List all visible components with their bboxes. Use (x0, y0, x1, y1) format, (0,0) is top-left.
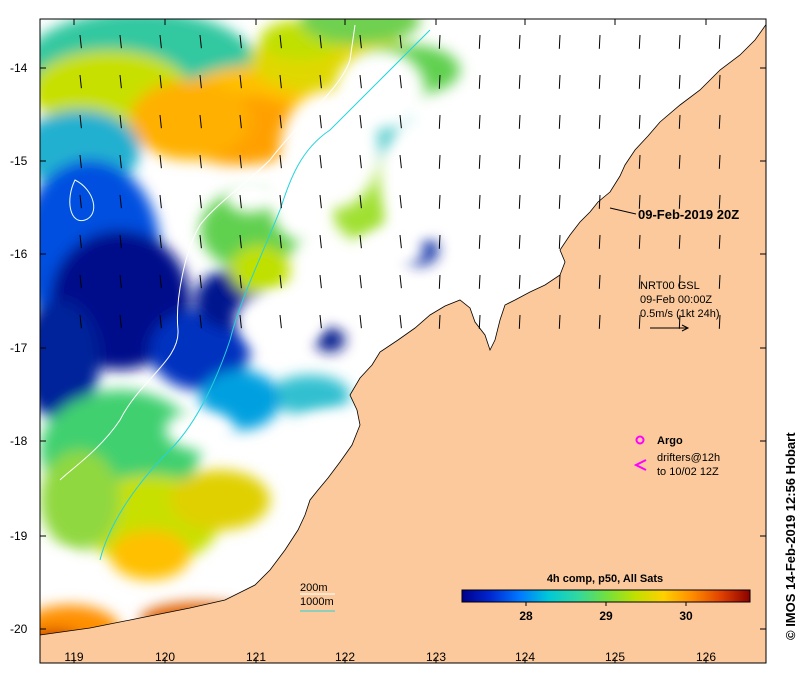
lon-tick-label: 124 (515, 650, 535, 664)
date-leader-line (609, 207, 637, 215)
colorbar-tick-label: 28 (519, 609, 533, 623)
colorbar-ramp (461, 589, 751, 603)
cloud-mask (40, 50, 460, 588)
map-datetime: 09-Feb-2019 20Z (638, 207, 739, 222)
lat-tick-label: -17 (10, 341, 28, 355)
current-legend-date: 09-Feb 00:00Z (640, 294, 712, 306)
land-mass (40, 23, 766, 663)
drifter-legend-line2: to 10/02 12Z (657, 466, 719, 478)
argo-legend-label: Argo (657, 435, 683, 447)
contour-200m-label: 200m (300, 582, 328, 594)
current-arrows (79, 34, 721, 329)
drifter-legend-line1: drifters@12h (657, 452, 720, 464)
latitude-axis: -14 -15 -16 -17 -18 -19 -20 (10, 61, 28, 636)
contour-legend: 200m 1000m (300, 582, 335, 612)
longitude-axis: 119 120 121 122 123 124 125 126 (64, 650, 716, 664)
plot-border (39, 18, 767, 664)
axis-ticks (40, 19, 766, 663)
argo-float-icon (635, 435, 645, 445)
lat-tick-label: -19 (10, 529, 28, 543)
lon-tick-label: 122 (335, 650, 355, 664)
current-legend-product: NRT00 GSL (640, 280, 700, 292)
lon-tick-label: 125 (605, 650, 625, 664)
contour-1000m (99, 29, 431, 561)
scale-arrow-icon (650, 324, 690, 332)
lat-tick-label: -14 (10, 61, 28, 75)
credit-text: © IMOS 14-Feb-2019 12:56 Hobart (783, 432, 798, 640)
colorbar-title: 4h comp, p50, All Sats (547, 573, 663, 585)
lat-tick-label: -20 (10, 622, 28, 636)
colorbar-tick-label: 29 (599, 609, 613, 623)
contour-200m-west (69, 179, 95, 222)
lon-tick-label: 126 (696, 650, 716, 664)
lat-tick-label: -18 (10, 434, 28, 448)
current-legend: NRT00 GSL 09-Feb 00:00Z 0.5m/s (1kt 24h) (640, 280, 719, 332)
colorbar-tick-label: 30 (679, 609, 693, 623)
contour-200m (59, 24, 356, 481)
lon-tick-label: 123 (426, 650, 446, 664)
lat-tick-label: -15 (10, 154, 28, 168)
colorbar: 4h comp, p50, All Sats 28 29 30 (461, 573, 751, 623)
symbol-legend: Argo drifters@12h to 10/02 12Z (633, 435, 720, 478)
lon-tick-label: 119 (64, 650, 83, 664)
lon-tick-label: 121 (246, 650, 266, 664)
current-legend-scale: 0.5m/s (1kt 24h) (640, 308, 719, 320)
drifter-track-icon (633, 459, 647, 471)
lon-tick-label: 120 (155, 650, 175, 664)
contour-1000m-label: 1000m (300, 596, 334, 608)
colorbar-ticks: 28 29 30 (519, 602, 693, 623)
lat-tick-label: -16 (10, 247, 28, 261)
